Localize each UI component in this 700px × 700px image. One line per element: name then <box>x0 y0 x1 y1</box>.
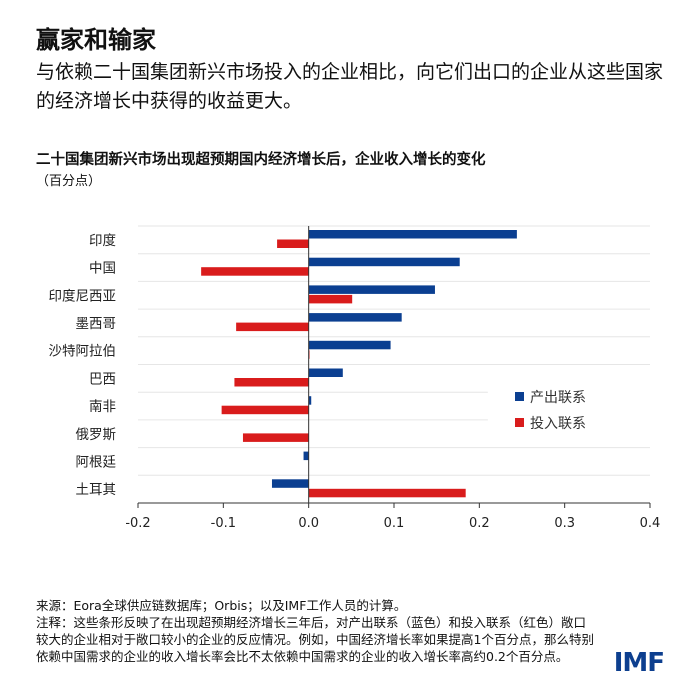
x-tick-label: -0.2 <box>125 516 150 531</box>
bar-output <box>271 479 309 488</box>
legend-label: 产出联系 <box>530 390 586 406</box>
bar-input <box>242 433 309 442</box>
bar-input <box>201 267 309 276</box>
x-tick-label: 0.1 <box>384 516 405 531</box>
category-label: 南非 <box>89 399 116 415</box>
legend-swatch <box>515 392 524 401</box>
bar-output <box>308 396 312 405</box>
bar-input <box>234 378 309 387</box>
bar-input <box>308 488 466 498</box>
footer: 来源：Eora全球供应链数据库；Orbis；以及IMF工作人员的计算。 注释：这… <box>36 597 596 665</box>
category-label: 俄罗斯 <box>76 427 117 443</box>
x-tick-label: 0.4 <box>640 516 661 531</box>
x-tick-label: 0.0 <box>298 516 319 531</box>
x-tick-label: 0.2 <box>469 516 490 531</box>
chart-title: 二十国集团新兴市场出现超预期国内经济增长后，企业收入增长的变化 <box>36 152 486 168</box>
source-note: 来源：Eora全球供应链数据库；Orbis；以及IMF工作人员的计算。 <box>36 598 407 613</box>
category-label: 阿根廷 <box>76 454 117 470</box>
category-label: 印度尼西亚 <box>49 288 117 304</box>
category-label: 墨西哥 <box>76 316 117 332</box>
bar-output <box>308 313 402 322</box>
page-title: 赢家和输家 <box>36 26 156 54</box>
bar-output <box>308 368 343 377</box>
bar-output <box>308 285 435 294</box>
bar-output <box>308 230 517 239</box>
x-tick-label: 0.3 <box>554 516 575 531</box>
legend-swatch <box>515 418 524 427</box>
chart-unit: （百分点） <box>36 174 102 189</box>
bar-input <box>236 322 309 332</box>
bar-input <box>277 239 309 248</box>
legend-label: 投入联系 <box>530 416 586 432</box>
explanatory-note: 注释：这些条形反映了在出现超预期经济增长三年后，对产出联系（蓝色）和投入联系（红… <box>36 615 594 664</box>
category-label: 中国 <box>89 261 116 277</box>
bar-input <box>221 405 309 415</box>
category-label: 土耳其 <box>76 482 117 498</box>
imf-logo: IMF <box>613 648 665 678</box>
category-label: 沙特阿拉伯 <box>49 344 117 360</box>
bar-output <box>308 257 460 267</box>
x-tick-label: -0.1 <box>211 516 236 531</box>
category-label: 印度 <box>89 233 116 249</box>
category-label: 巴西 <box>89 371 116 387</box>
page-subtitle: 与依赖二十国集团新兴市场投入的企业相比，向它们出口的企业从这些国家的经济增长中获… <box>36 61 664 112</box>
bar-output <box>303 451 309 461</box>
bar-input <box>308 294 353 304</box>
bar-output <box>308 340 391 350</box>
